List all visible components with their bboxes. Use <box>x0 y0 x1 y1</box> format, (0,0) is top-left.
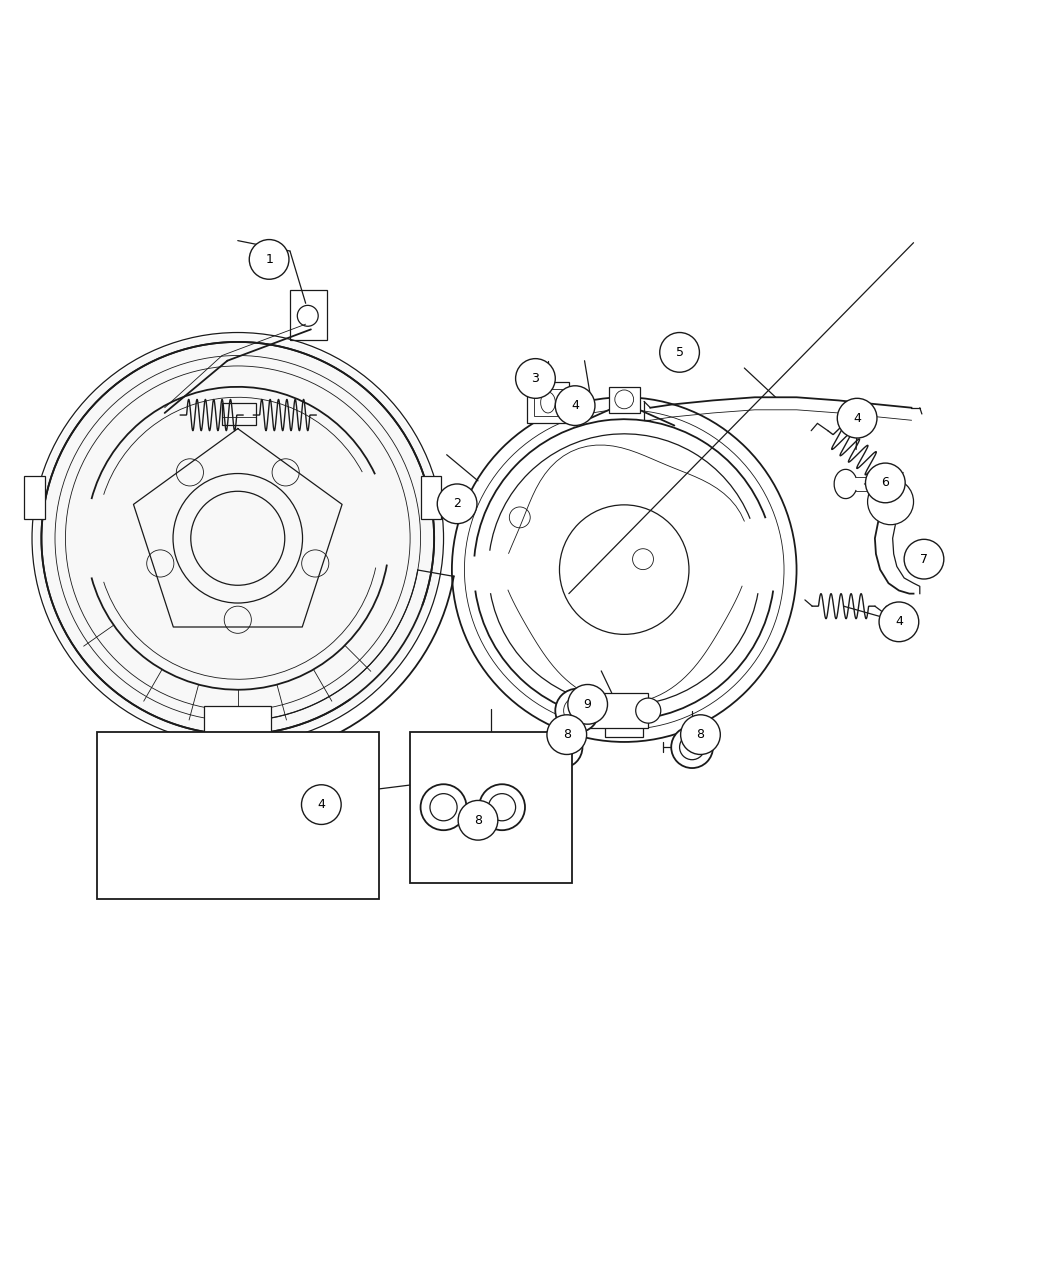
Text: 8: 8 <box>474 813 482 826</box>
Text: 6: 6 <box>881 477 889 490</box>
Circle shape <box>458 801 498 840</box>
Circle shape <box>479 784 525 830</box>
Circle shape <box>865 463 905 502</box>
Circle shape <box>555 688 600 733</box>
Circle shape <box>421 784 466 830</box>
Bar <box>194 737 281 757</box>
Text: 9: 9 <box>584 697 591 711</box>
Circle shape <box>568 685 608 724</box>
Circle shape <box>671 727 713 768</box>
Circle shape <box>249 240 289 279</box>
Bar <box>527 381 569 423</box>
Bar <box>205 706 271 732</box>
Circle shape <box>516 358 555 398</box>
Text: 8: 8 <box>696 728 705 741</box>
Text: 8: 8 <box>563 728 571 741</box>
Circle shape <box>301 785 341 825</box>
Bar <box>97 732 379 899</box>
Circle shape <box>867 478 914 525</box>
Circle shape <box>547 715 587 755</box>
Circle shape <box>555 386 595 426</box>
Bar <box>606 705 643 737</box>
Text: 3: 3 <box>531 372 540 385</box>
Text: 4: 4 <box>571 399 579 412</box>
Bar <box>223 403 255 426</box>
Circle shape <box>904 539 944 579</box>
Text: 7: 7 <box>920 552 928 566</box>
Text: 1: 1 <box>266 252 273 266</box>
Circle shape <box>680 715 720 755</box>
Bar <box>578 692 648 728</box>
Circle shape <box>659 333 699 372</box>
Text: 2: 2 <box>454 497 461 510</box>
Bar <box>24 476 44 519</box>
Bar <box>609 386 639 413</box>
Circle shape <box>541 727 583 768</box>
Bar <box>290 289 327 340</box>
Text: 4: 4 <box>854 412 861 425</box>
Circle shape <box>437 484 477 524</box>
Circle shape <box>34 334 441 742</box>
Bar <box>534 389 562 416</box>
Circle shape <box>635 699 660 723</box>
Circle shape <box>879 602 919 641</box>
Circle shape <box>837 398 877 439</box>
Text: 4: 4 <box>317 798 326 811</box>
Text: 4: 4 <box>895 616 903 629</box>
Bar <box>411 732 572 884</box>
Bar <box>421 476 441 519</box>
Text: 5: 5 <box>675 346 684 358</box>
